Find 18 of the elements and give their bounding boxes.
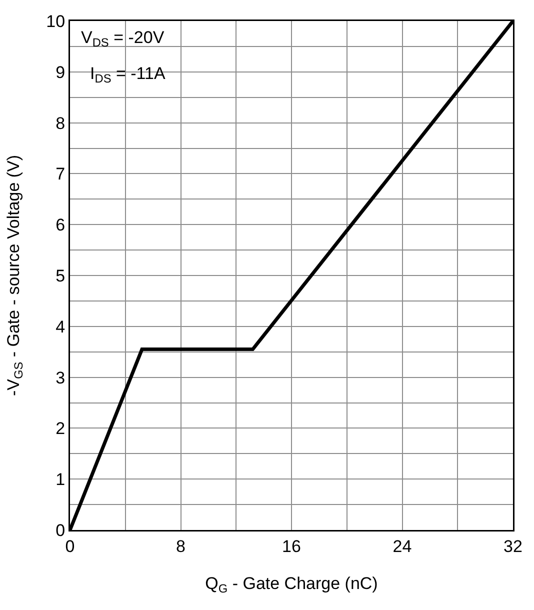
y-tick-label: 0 xyxy=(56,520,66,540)
annotation: I$_{DS}$ = -11A xyxy=(90,64,166,86)
y-tick-label: 1 xyxy=(56,470,66,490)
y-tick-label: 2 xyxy=(56,419,66,438)
y-tick-label: 5 xyxy=(56,266,66,286)
x-tick-label: 32 xyxy=(504,536,522,556)
y-tick-label: 4 xyxy=(56,317,66,336)
y-tick-label: 10 xyxy=(46,12,66,31)
y-tick-label: 6 xyxy=(56,216,66,235)
annotation: V$_{DS}$ = -20V xyxy=(81,28,165,50)
x-tick-label: 16 xyxy=(282,536,301,556)
y-tick-label: 3 xyxy=(56,368,66,388)
x-axis-title: Q$_{G}$ - Gate Charge (nC) xyxy=(205,574,378,596)
y-tick-label: 9 xyxy=(56,62,66,82)
y-tick-label: 7 xyxy=(56,164,66,184)
y-tick-label: 8 xyxy=(56,114,66,133)
x-tick-label: 24 xyxy=(392,536,412,556)
x-tick-label: 8 xyxy=(176,536,186,556)
